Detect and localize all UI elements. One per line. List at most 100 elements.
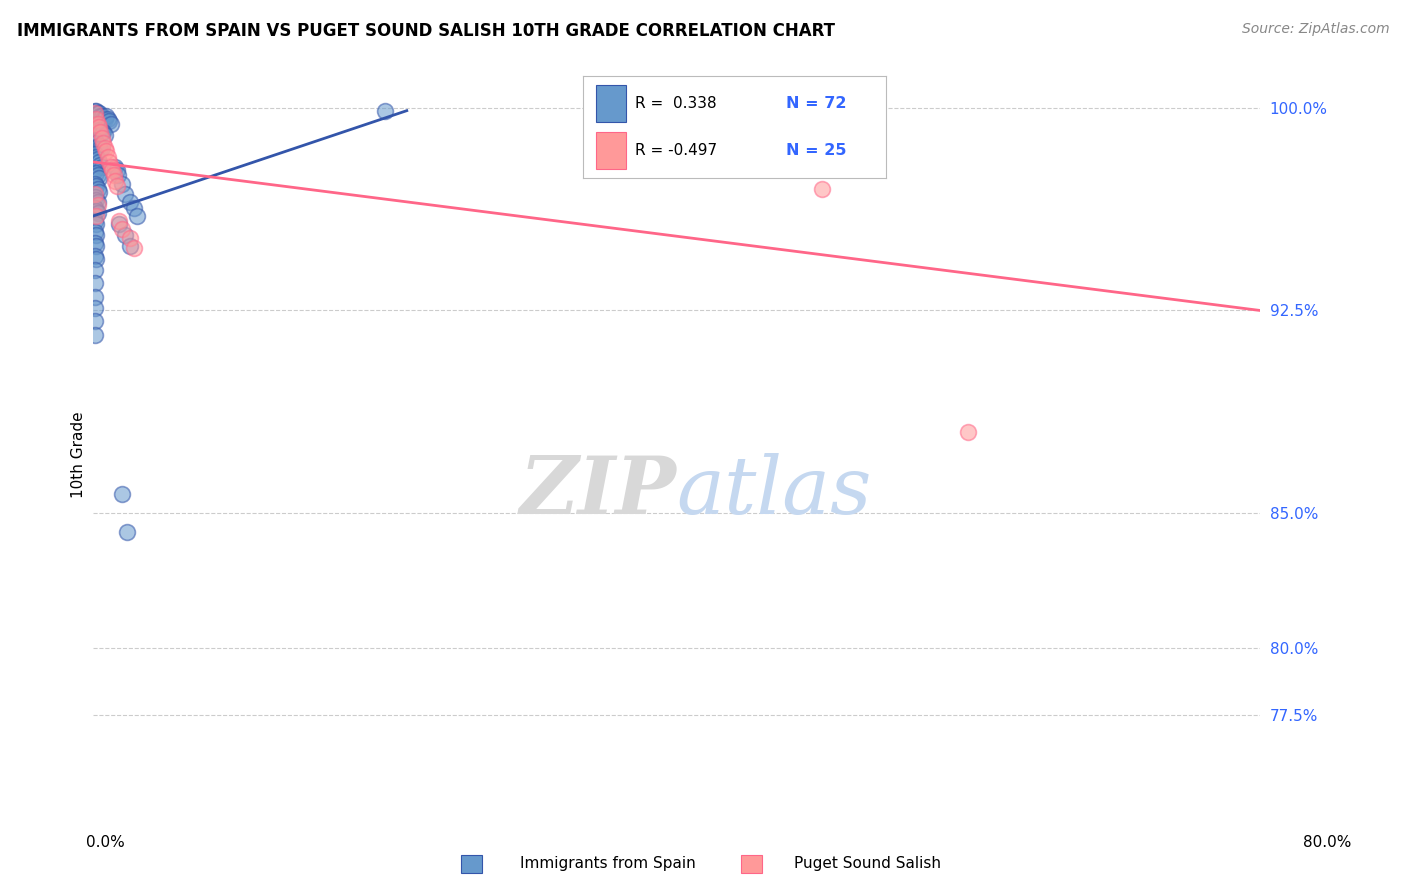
Point — [83, 163, 105, 178]
Point — [93, 125, 115, 139]
Point — [103, 169, 125, 183]
Point — [98, 114, 121, 128]
Point — [87, 185, 110, 199]
Point — [100, 161, 122, 175]
Point — [87, 155, 110, 169]
Point — [84, 150, 107, 164]
Text: Immigrants from Spain: Immigrants from Spain — [520, 856, 696, 871]
Bar — [596, 85, 626, 122]
Point — [84, 217, 107, 231]
Text: ZIP: ZIP — [520, 453, 676, 531]
Point — [104, 161, 127, 175]
Point — [83, 263, 105, 277]
Point — [86, 195, 108, 210]
Point — [93, 112, 115, 126]
Text: 80.0%: 80.0% — [1303, 836, 1351, 850]
Point — [83, 103, 105, 118]
Y-axis label: 10th Grade: 10th Grade — [72, 411, 86, 499]
Point — [86, 206, 108, 220]
Point — [83, 250, 105, 264]
Point — [87, 106, 110, 120]
Point — [84, 112, 107, 126]
Text: Source: ZipAtlas.com: Source: ZipAtlas.com — [1241, 22, 1389, 37]
Point — [83, 117, 105, 131]
Point — [118, 230, 141, 244]
Point — [96, 144, 118, 158]
Point — [114, 227, 136, 242]
Point — [91, 161, 114, 175]
Point — [94, 112, 117, 126]
Point — [83, 146, 105, 161]
Point — [83, 133, 105, 147]
Point — [111, 177, 134, 191]
Point — [105, 163, 128, 178]
Point — [84, 203, 107, 218]
Point — [91, 125, 114, 139]
Point — [86, 198, 108, 212]
Point — [89, 122, 111, 136]
Point — [83, 106, 105, 120]
Point — [100, 117, 122, 131]
Point — [83, 327, 105, 342]
Point — [93, 136, 115, 150]
Point — [91, 130, 114, 145]
Point — [83, 235, 105, 250]
Point — [108, 217, 131, 231]
Point — [111, 487, 134, 501]
Point — [83, 277, 105, 291]
Point — [83, 187, 105, 202]
Text: IMMIGRANTS FROM SPAIN VS PUGET SOUND SALISH 10TH GRADE CORRELATION CHART: IMMIGRANTS FROM SPAIN VS PUGET SOUND SAL… — [17, 22, 835, 40]
Text: R = -0.497: R = -0.497 — [636, 144, 717, 158]
Point — [83, 177, 105, 191]
Point — [84, 252, 107, 267]
Point — [83, 225, 105, 239]
Text: atlas: atlas — [676, 453, 872, 531]
Point — [125, 209, 148, 223]
Point — [87, 120, 110, 134]
Point — [94, 141, 117, 155]
Point — [101, 163, 124, 178]
Point — [97, 112, 120, 126]
Point — [118, 195, 141, 210]
Point — [83, 301, 105, 315]
Point — [118, 238, 141, 252]
Point — [86, 182, 108, 196]
Point — [89, 141, 111, 155]
Point — [957, 425, 980, 439]
Point — [86, 153, 108, 167]
Point — [84, 166, 107, 180]
Point — [86, 120, 108, 134]
Point — [84, 120, 107, 134]
Point — [107, 169, 129, 183]
Point — [84, 209, 107, 223]
Point — [98, 155, 121, 169]
Text: 0.0%: 0.0% — [86, 836, 125, 850]
Text: R =  0.338: R = 0.338 — [636, 96, 717, 111]
Point — [83, 201, 105, 215]
Point — [97, 150, 120, 164]
Point — [91, 109, 114, 123]
Point — [96, 109, 118, 123]
Point — [91, 141, 114, 155]
Point — [87, 122, 110, 136]
Point — [83, 190, 105, 204]
Text: N = 25: N = 25 — [786, 144, 846, 158]
Point — [122, 201, 145, 215]
Point — [86, 138, 108, 153]
Point — [89, 158, 111, 172]
Point — [83, 290, 105, 304]
Point — [84, 136, 107, 150]
Point — [84, 193, 107, 207]
Point — [84, 179, 107, 194]
Point — [87, 171, 110, 186]
Point — [111, 222, 134, 236]
Point — [108, 214, 131, 228]
Text: N = 72: N = 72 — [786, 96, 846, 111]
Bar — [596, 132, 626, 169]
Point — [114, 187, 136, 202]
Point — [104, 174, 127, 188]
Text: Puget Sound Salish: Puget Sound Salish — [794, 856, 942, 871]
Point — [86, 169, 108, 183]
Point — [89, 125, 111, 139]
Point — [84, 103, 107, 118]
